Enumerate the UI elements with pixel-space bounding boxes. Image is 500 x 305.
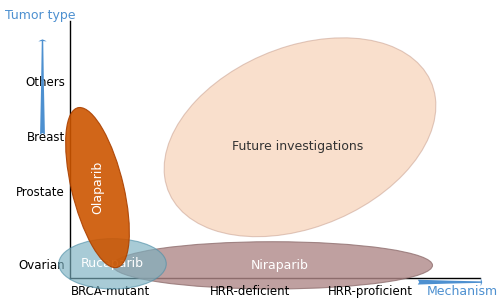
Text: Rucaparib: Rucaparib	[81, 257, 144, 270]
Text: Prostate: Prostate	[16, 186, 65, 199]
Text: Ovarian: Ovarian	[18, 259, 65, 272]
Text: HRR-deficient: HRR-deficient	[210, 285, 290, 298]
Text: Others: Others	[25, 76, 65, 89]
Text: Breast: Breast	[27, 131, 65, 144]
Text: Olaparib: Olaparib	[91, 161, 104, 214]
Text: Tumor type: Tumor type	[5, 9, 76, 22]
Ellipse shape	[112, 242, 432, 289]
Text: Niraparib: Niraparib	[251, 259, 309, 272]
Text: Future investigations: Future investigations	[232, 140, 363, 153]
Ellipse shape	[59, 239, 166, 289]
Ellipse shape	[66, 107, 130, 268]
Text: Mechanism: Mechanism	[426, 285, 498, 298]
Text: BRCA-mutant: BRCA-mutant	[70, 285, 150, 298]
Text: HRR-proficient: HRR-proficient	[328, 285, 412, 298]
Ellipse shape	[164, 38, 436, 237]
